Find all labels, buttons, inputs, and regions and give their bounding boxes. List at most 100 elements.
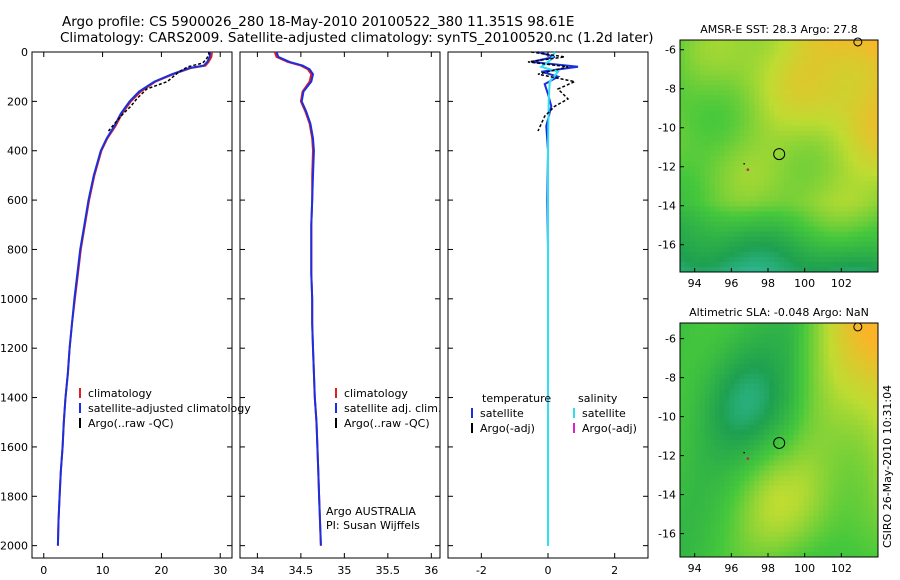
heatmap-cell (843, 191, 849, 197)
heatmap-cell (873, 495, 879, 502)
heatmap-cell (764, 50, 770, 56)
heatmap-cell (783, 105, 790, 112)
heatmap-cell (724, 261, 730, 268)
heatmap-cell (783, 419, 790, 426)
heatmap-cell (709, 414, 716, 421)
heatmap-cell (843, 399, 849, 405)
heatmap-cell (769, 55, 775, 61)
heatmap-cell (788, 206, 795, 212)
heatmap-cell (714, 384, 720, 390)
heatmap-cell (798, 251, 805, 258)
heatmap-cell (759, 348, 765, 354)
heatmap-cell (873, 55, 879, 61)
heatmap-cell (813, 378, 819, 385)
heatmap-cell (808, 511, 815, 517)
heatmap-cell (709, 521, 716, 527)
heatmap-cell (744, 384, 750, 390)
heatmap-cell (704, 465, 711, 471)
heatmap-cell (759, 516, 765, 522)
heatmap-cell (863, 211, 869, 217)
heatmap-cell (714, 358, 720, 365)
heatmap-cell (848, 338, 854, 344)
heatmap-cell (744, 485, 750, 492)
heatmap-cell (783, 241, 790, 248)
heatmap-cell (793, 536, 800, 543)
heatmap-cell (704, 368, 711, 375)
heatmap-cell (818, 551, 824, 558)
heatmap-cell (754, 236, 760, 243)
heatmap-cell (808, 201, 815, 207)
heatmap-cell (709, 135, 716, 142)
heatmap-cell (828, 450, 834, 456)
heatmap-cell (680, 181, 686, 187)
heatmap-cell (873, 546, 879, 553)
heatmap-cell (759, 60, 765, 66)
heatmap-cell (873, 394, 879, 400)
heatmap-cell (813, 404, 819, 410)
heatmap-cell (680, 394, 686, 400)
heatmap-cell (759, 241, 765, 248)
heatmap-cell (873, 115, 879, 122)
heatmap-cell (803, 460, 810, 466)
heatmap-cell (729, 455, 735, 461)
heatmap-cell (759, 246, 765, 253)
heatmap-cell (828, 465, 834, 471)
heatmap-cell (783, 394, 790, 400)
heatmap-cell (689, 394, 696, 400)
heatmap-cell (808, 338, 815, 344)
heatmap-cell (769, 65, 775, 71)
difference-xlabel: difference from climatology (472, 578, 624, 580)
heatmap-cell (764, 338, 770, 344)
heatmap-cell (808, 546, 815, 553)
heatmap-cell (798, 511, 805, 517)
heatmap-cell (848, 434, 854, 441)
heatmap-cell (739, 166, 745, 172)
heatmap-cell (764, 460, 770, 466)
heatmap-cell (803, 191, 810, 197)
heatmap-cell (808, 353, 815, 360)
heatmap-cell (833, 531, 839, 538)
heatmap-cell (803, 511, 810, 517)
heatmap-cell (828, 536, 834, 543)
heatmap-cell (754, 536, 760, 543)
heatmap-cell (719, 414, 725, 421)
heatmap-cell (868, 480, 874, 487)
heatmap-cell (709, 455, 716, 461)
heatmap-cell (769, 40, 775, 46)
heatmap-cell (729, 266, 735, 273)
heatmap-cell (684, 266, 691, 273)
heatmap-cell (808, 171, 815, 177)
heatmap-cell (803, 186, 810, 192)
heatmap-cell (734, 485, 740, 492)
heatmap-cell (863, 353, 869, 360)
heatmap-cell (813, 55, 819, 61)
heatmap-cell (749, 140, 755, 147)
heatmap-cell (868, 115, 874, 122)
heatmap-cell (843, 465, 849, 471)
heatmap-cell (843, 161, 849, 167)
heatmap-cell (769, 166, 775, 172)
heatmap-cell (793, 120, 800, 127)
heatmap-cell (868, 373, 874, 380)
heatmap-cell (694, 389, 701, 395)
diff-legend-label: Argo(-adj) (480, 422, 535, 435)
heatmap-cell (754, 516, 760, 522)
heatmap-cell (684, 450, 691, 456)
heatmap-cell (793, 60, 800, 66)
heatmap-cell (709, 495, 716, 502)
heatmap-cell (724, 465, 730, 471)
heatmap-cell (709, 409, 716, 415)
heatmap-cell (699, 100, 706, 106)
heatmap-cell (783, 40, 790, 46)
heatmap-cell (853, 516, 859, 522)
heatmap-cell (868, 501, 874, 507)
heatmap-cell (828, 404, 834, 410)
heatmap-cell (724, 236, 730, 243)
heatmap-cell (734, 140, 740, 147)
heatmap-cell (744, 226, 750, 233)
heatmap-cell (798, 450, 805, 456)
heatmap-cell (704, 551, 711, 558)
heatmap-cell (833, 323, 839, 329)
heatmap-cell (694, 70, 701, 76)
heatmap-cell (769, 348, 775, 354)
